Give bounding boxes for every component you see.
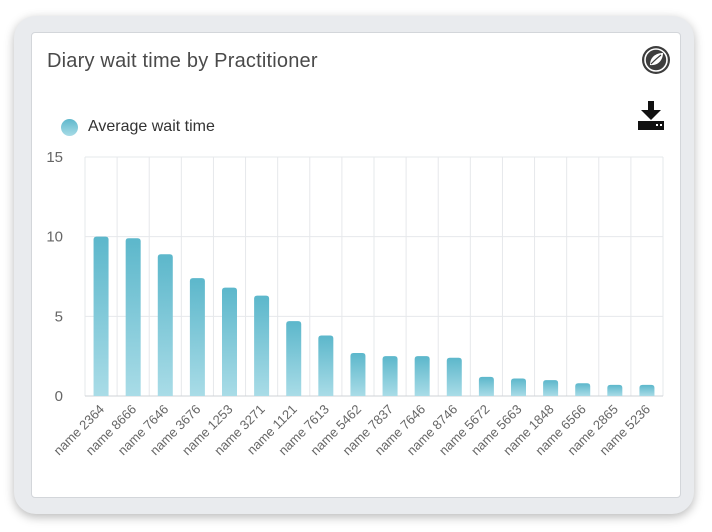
bar: [254, 295, 270, 396]
bar: [414, 356, 430, 396]
bar: [125, 238, 141, 396]
bar: [350, 352, 366, 396]
bar: [157, 254, 173, 396]
bar: [93, 236, 109, 396]
bar: [286, 321, 302, 396]
bar: [222, 287, 237, 396]
download-icon[interactable]: [637, 101, 665, 131]
bar: [189, 278, 205, 396]
y-tick-label: 15: [46, 149, 63, 166]
bar: [446, 357, 462, 396]
bar: [607, 384, 623, 396]
bar: [575, 383, 591, 396]
y-tick-label: 10: [46, 229, 63, 246]
leaf-logo-icon: [642, 46, 670, 74]
bar: [511, 378, 526, 396]
bar: [478, 376, 494, 396]
legend[interactable]: Average wait time: [61, 116, 215, 138]
bar: [543, 380, 559, 396]
bar: [382, 356, 398, 396]
legend-label: Average wait time: [88, 118, 215, 135]
y-tick-label: 0: [55, 388, 63, 405]
legend-marker: [61, 118, 78, 136]
bar: [318, 335, 334, 396]
card-title: Diary wait time by Practitioner: [47, 50, 318, 72]
y-tick-label: 5: [55, 308, 63, 325]
bar: [639, 384, 655, 396]
